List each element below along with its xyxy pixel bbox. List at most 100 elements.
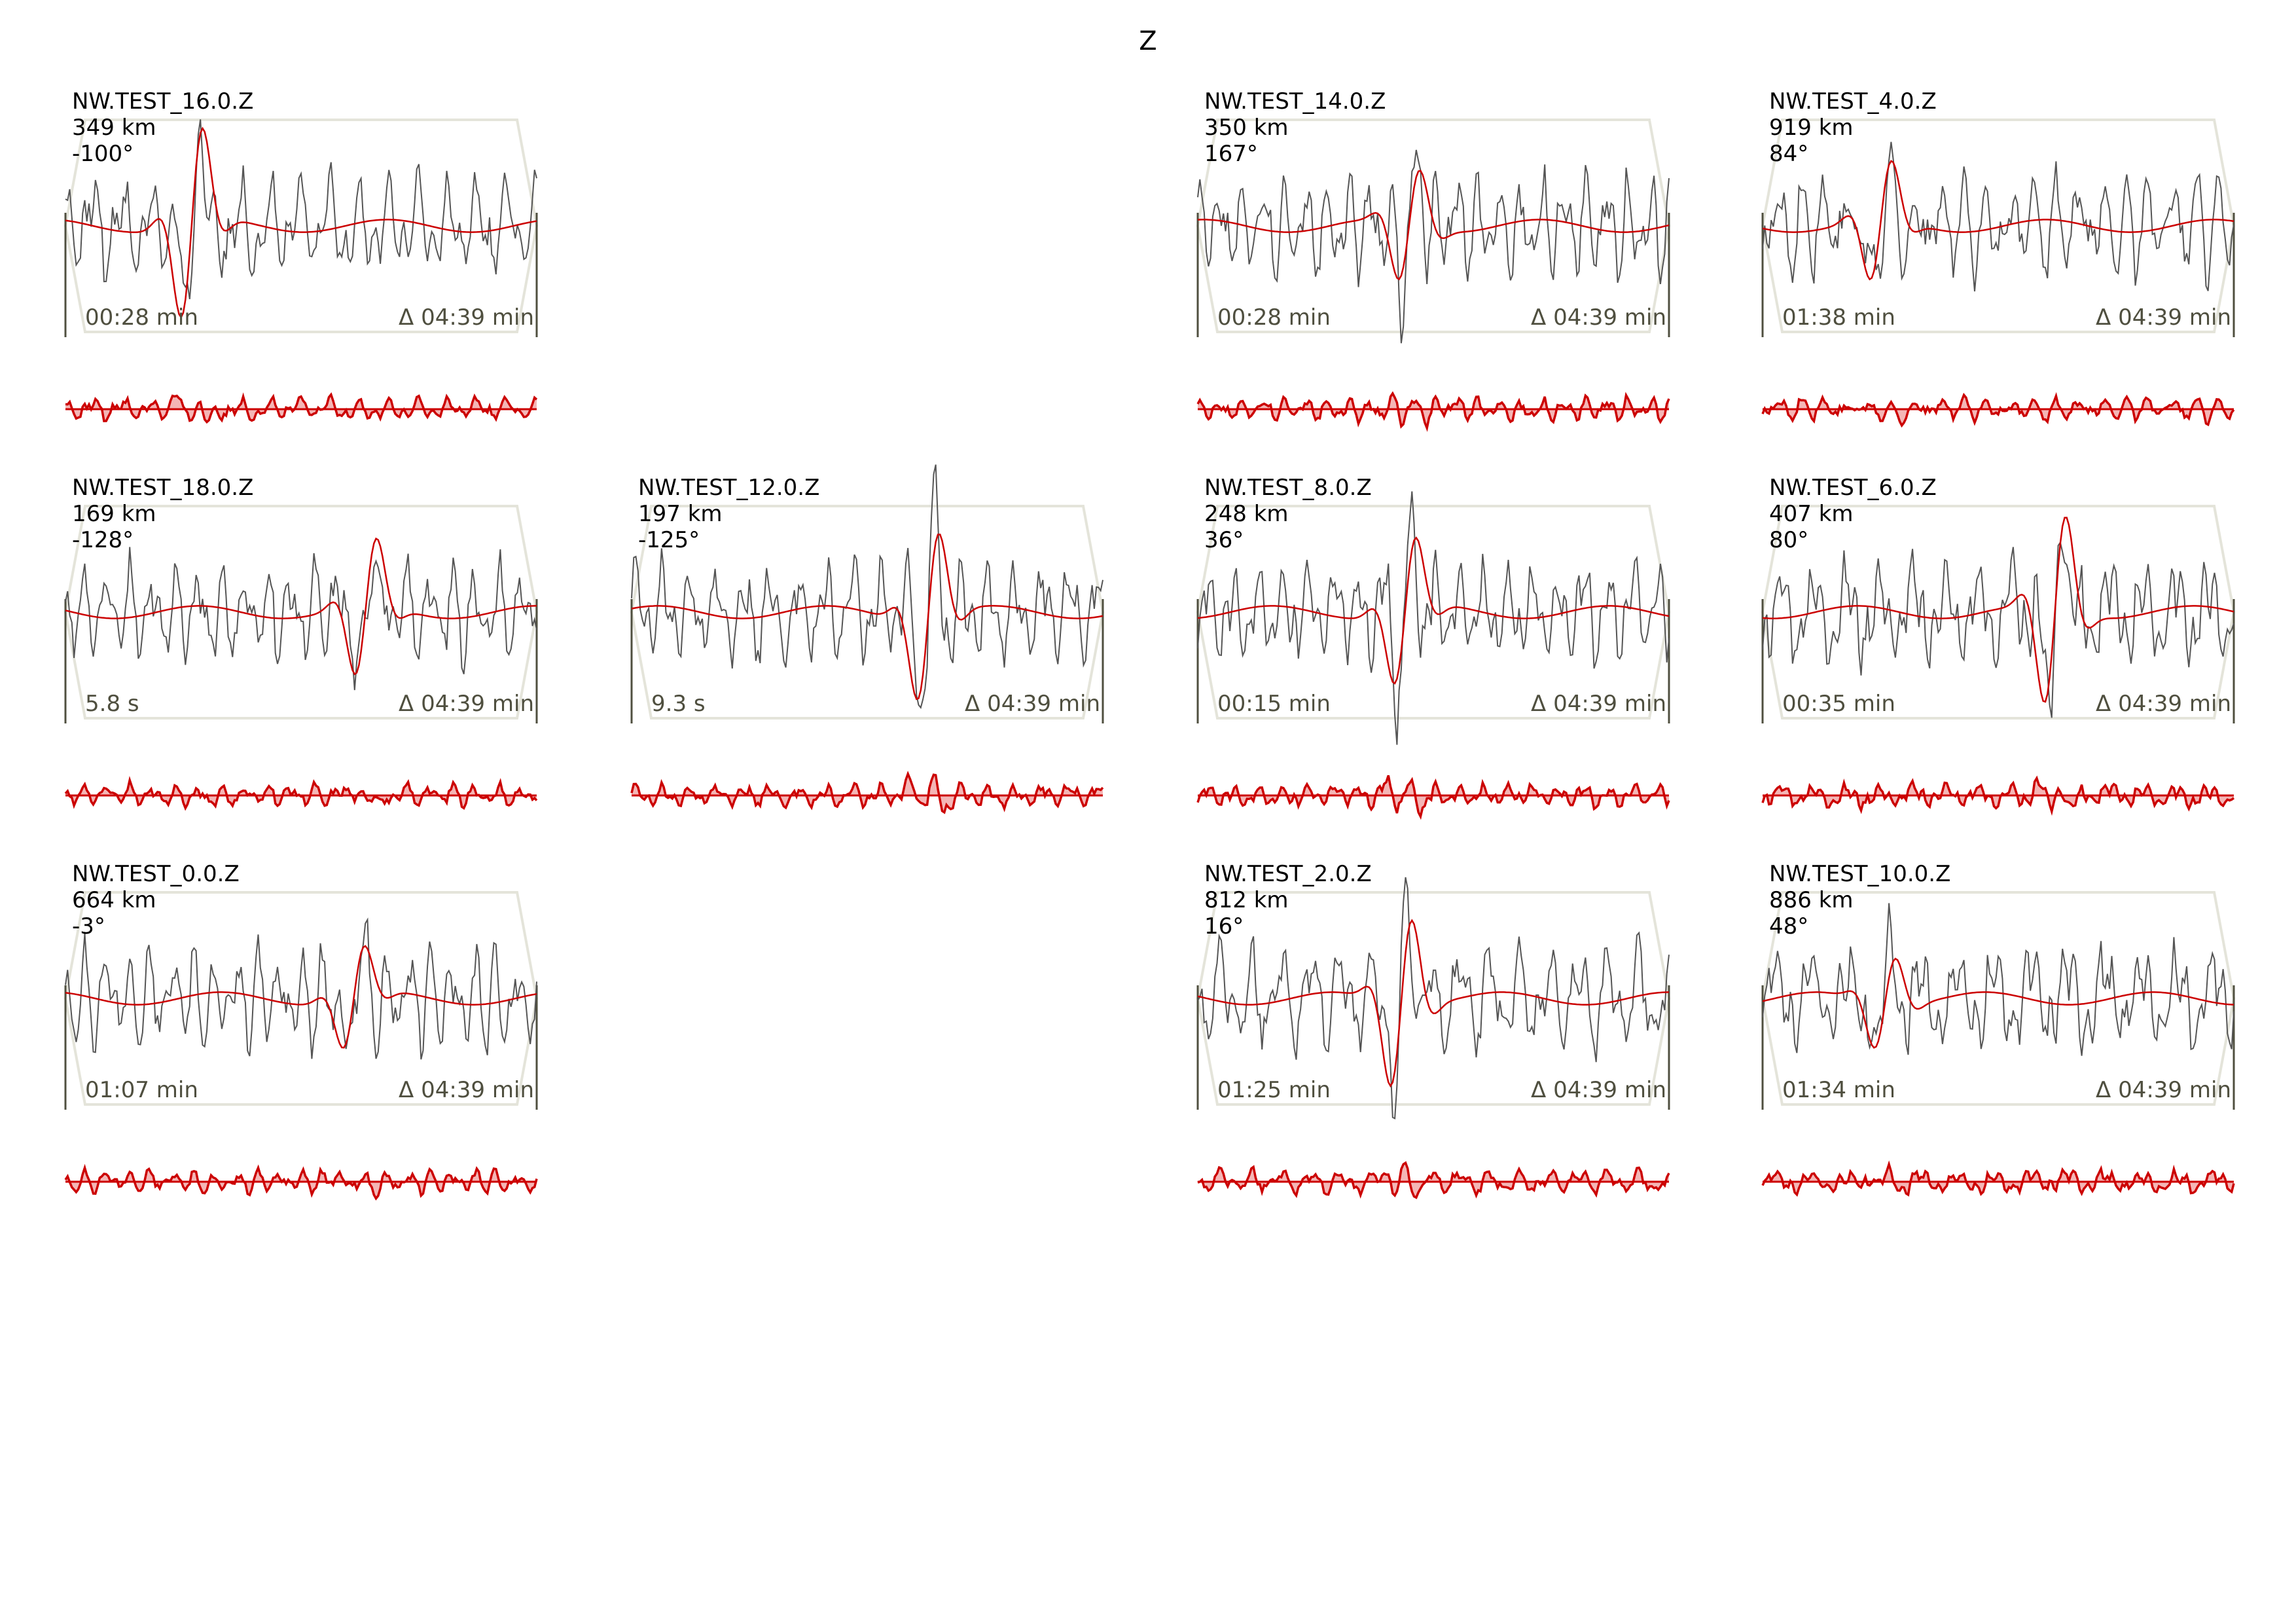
trace-panel: NW.TEST_18.0.Z 169 km -128° 5.8 s Δ 04:39 mi… [63,475,543,854]
start-time-label: 01:34 min [1782,1077,1895,1103]
residual-trace [64,1163,538,1201]
residual-trace [1761,1160,2235,1197]
duration-label: Δ 04:39 min [2096,1077,2231,1103]
start-time-label: 9.3 s [651,691,706,717]
station-label: NW.TEST_4.0.Z [1769,88,1937,115]
taper-window [63,891,539,1106]
waveform-plot [1196,877,1671,1199]
observed-trace [1762,541,2234,718]
start-time-label: 01:07 min [85,1077,198,1103]
azimuth-label: 16° [1204,913,1244,939]
distance-label: 919 km [1769,115,1854,141]
figure-title: Z [1139,26,1157,56]
residual-trace [64,776,538,811]
waveform-plot [1761,505,2236,816]
duration-label: Δ 04:39 min [2096,691,2231,717]
start-time-label: 00:28 min [1217,304,1331,331]
distance-label: 664 km [72,887,156,913]
duration-label: Δ 04:39 min [399,1077,534,1103]
synthetic-trace [1762,160,2234,281]
residual-fill [1198,1163,1669,1198]
observed-trace [1197,491,1670,745]
distance-label: 349 km [72,115,156,141]
duration-label: Δ 04:39 min [965,691,1100,717]
azimuth-label: 167° [1204,141,1258,167]
duration-label: Δ 04:39 min [1531,1077,1666,1103]
residual-fill [1763,1164,2234,1195]
distance-label: 248 km [1204,501,1289,527]
taper-window [1761,891,2236,1106]
duration-label: Δ 04:39 min [1531,304,1666,331]
trace-panel: NW.TEST_8.0.Z 248 km 36° 00:15 min Δ 04:39 m… [1196,475,1676,854]
start-time-label: 00:35 min [1782,691,1895,717]
synthetic-trace [65,126,537,319]
trace-panel: NW.TEST_0.0.Z 664 km -3° 01:07 min Δ 04:39 m… [63,861,543,1241]
distance-label: 169 km [72,501,156,527]
observed-trace [1197,877,1670,1120]
station-label: NW.TEST_6.0.Z [1769,475,1937,501]
synthetic-trace [631,534,1103,701]
station-label: NW.TEST_14.0.Z [1204,88,1386,115]
taper-window [1196,119,1671,333]
duration-label: Δ 04:39 min [399,691,534,717]
distance-label: 812 km [1204,887,1289,913]
observed-trace [65,119,537,300]
station-label: NW.TEST_2.0.Z [1204,861,1372,887]
synthetic-trace [1197,170,1670,281]
observed-trace [65,547,537,691]
synthetic-trace [1762,957,2234,1049]
observed-trace [1762,903,2234,1056]
waveform-plot [630,464,1105,814]
waveform-plot [1196,491,1671,820]
start-time-label: 01:25 min [1217,1077,1331,1103]
trace-panel: NW.TEST_16.0.Z 349 km -100° 00:28 min Δ 04:3… [63,88,543,468]
observed-trace [631,464,1103,709]
observed-trace [65,917,537,1060]
waveform-plot [63,891,539,1201]
residual-trace [1197,1161,1670,1199]
waveform-plot [1761,119,2236,428]
duration-label: Δ 04:39 min [2096,304,2231,331]
duration-label: Δ 04:39 min [1531,691,1666,717]
synthetic-trace [1197,536,1670,685]
station-label: NW.TEST_12.0.Z [638,475,820,501]
synthetic-trace [65,945,537,1049]
residual-trace [1196,775,1670,820]
trace-panel: NW.TEST_10.0.Z 886 km 48° 01:34 min Δ 04:39 … [1761,861,2240,1241]
trace-panel: NW.TEST_4.0.Z 919 km 84° 01:38 min Δ 04:39 m… [1761,88,2240,468]
distance-label: 886 km [1769,887,1854,913]
waveform-plot [1761,891,2236,1197]
taper-window [1196,891,1671,1106]
trace-panel: NW.TEST_12.0.Z 197 km -125° 9.3 s Δ 04:39 mi… [630,464,1109,854]
azimuth-label: -100° [72,141,134,167]
residual-trace [630,771,1104,814]
trace-panel: NW.TEST_2.0.Z 812 km 16° 01:25 min Δ 04:39 m… [1196,861,1676,1241]
distance-label: 350 km [1204,115,1289,141]
synthetic-trace [1762,517,2234,703]
start-time-label: 01:38 min [1782,304,1895,331]
taper-window [1761,505,2236,720]
azimuth-label: 80° [1769,527,1809,553]
observed-trace [1762,141,2234,292]
station-label: NW.TEST_8.0.Z [1204,475,1372,501]
distance-label: 407 km [1769,501,1854,527]
azimuth-label: 36° [1204,527,1244,553]
waveform-plot [1196,119,1671,432]
trace-panel: NW.TEST_6.0.Z 407 km 80° 00:35 min Δ 04:39 m… [1761,475,2240,854]
station-label: NW.TEST_10.0.Z [1769,861,1951,887]
residual-trace [65,392,538,424]
synthetic-trace [65,537,537,676]
residual-trace [1761,775,2235,816]
azimuth-label: -125° [638,527,700,553]
residual-fill [65,1167,537,1199]
station-label: NW.TEST_16.0.Z [72,88,254,115]
start-time-label: 5.8 s [85,691,139,717]
azimuth-label: -3° [72,913,105,939]
taper-window [63,119,539,333]
observed-trace [1197,149,1670,344]
azimuth-label: 84° [1769,141,1809,167]
residual-trace [1196,391,1670,432]
station-label: NW.TEST_0.0.Z [72,861,240,887]
azimuth-label: 48° [1769,913,1809,939]
taper-window [1196,505,1671,720]
